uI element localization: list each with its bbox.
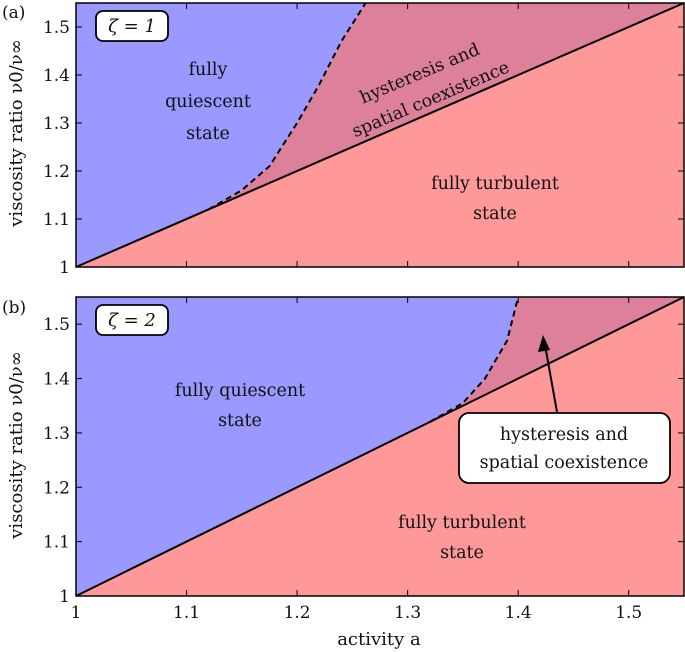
panel-a-zeta-box — [95, 10, 169, 42]
panel-a-ylabel: viscosity ratio ν0/ν∞ — [6, 39, 27, 227]
panel-b: (b) viscosity ratio ν0/ν∞ activity a 11 1… — [2, 296, 685, 650]
panel-b-ylabel: viscosity ratio ν0/ν∞ — [6, 351, 27, 539]
panel-a-ytick-label: 1.2 — [43, 162, 70, 182]
panel-a-quiescent-region — [76, 3, 366, 267]
panel-a-frame — [75, 2, 685, 268]
panel-a-ytick-label: 1.5 — [43, 18, 70, 38]
panel-a-label: (a) — [2, 3, 25, 23]
panel-a: (a) viscosity ratio ν0/ν∞ 1 1.1 1.2 1.3 1.4 1… — [2, 2, 685, 278]
panel-a-ytick-label: 1.4 — [43, 66, 70, 86]
panel-b-xtick-label: 1.4 — [505, 603, 532, 623]
panel-a-quiescent-label: fully quiescent state — [165, 60, 251, 144]
panel-b-quiescent-label: fully quiescent state — [175, 381, 305, 431]
panel-b-solid-boundary — [75, 296, 685, 597]
panel-a-ytick-label: 1 — [59, 258, 70, 278]
panel-b-xtick-label: 1.3 — [394, 603, 421, 623]
panel-b-zeta-label: ζ = 2 — [108, 310, 156, 331]
panel-b-xtick-label: 1.1 — [173, 603, 200, 623]
panel-b-callout-box — [458, 412, 671, 484]
panel-b-callout-arrowhead — [538, 335, 550, 352]
panel-b-label: (b) — [2, 298, 26, 318]
panel-b-coexistence-label: hysteresis and spatial coexistence — [480, 425, 649, 473]
panel-b-frame — [75, 296, 685, 597]
panel-b-xtick-label: 1.2 — [284, 603, 311, 623]
panel-b-ytick-label: 1 — [59, 587, 70, 607]
panel-b-xtick-label: 1.5 — [615, 603, 642, 623]
x-axis-label: activity a — [337, 629, 421, 650]
panel-b-callout-arrow-line — [544, 344, 558, 413]
panel-a-solid-boundary — [75, 2, 685, 268]
panel-a-turbulent-label: fully turbulent state — [431, 174, 559, 224]
panel-b-ytick-label: 1.1 — [43, 533, 70, 553]
panel-b-ytick-label: 1.3 — [43, 424, 70, 444]
panel-b-xtick-label: 1 — [71, 603, 82, 623]
panel-b-zeta-box — [95, 304, 169, 336]
panel-a-ytick-label: 1.1 — [43, 210, 70, 230]
panel-b-ytick-label: 1.5 — [43, 315, 70, 335]
panel-b-quiescent-region — [76, 297, 519, 596]
panel-a-ytick-label: 1.3 — [43, 114, 70, 134]
panel-b-turbulent-label: fully turbulent state — [398, 513, 526, 563]
panel-b-ytick-label: 1.4 — [43, 370, 70, 390]
panel-a-zeta-label: ζ = 1 — [108, 16, 156, 37]
panel-b-ytick-label: 1.2 — [43, 478, 70, 498]
panel-b-dashed-boundary — [429, 296, 520, 423]
